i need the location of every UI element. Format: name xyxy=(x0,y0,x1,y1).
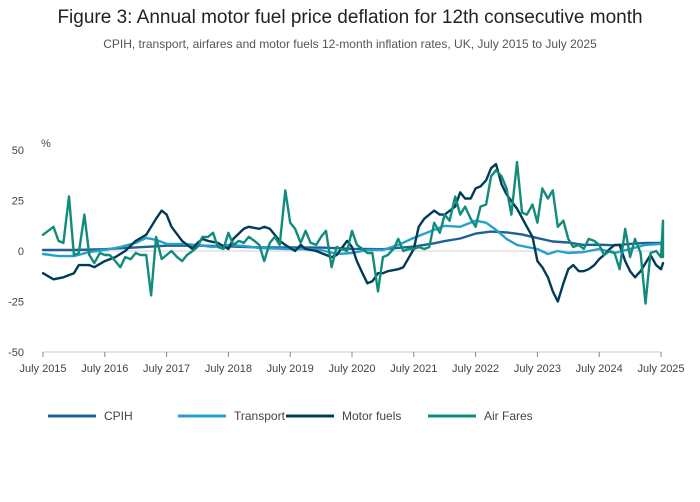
axes: % 50 25 0 -25 -50 July 2015 July 2016 July 2017 J… xyxy=(8,138,684,375)
y-tick-label: 25 xyxy=(12,196,24,208)
y-tick-label: -50 xyxy=(8,347,24,359)
y-axis-unit-label: % xyxy=(41,138,51,150)
x-tick-label: July 2018 xyxy=(205,363,252,375)
series-line-transport xyxy=(41,219,663,258)
y-tick-label: 0 xyxy=(18,246,24,258)
x-tick-label: July 2015 xyxy=(19,363,66,375)
series-lines xyxy=(41,160,665,305)
series-line-air-fares xyxy=(41,160,665,305)
chart-subtitle: CPIH, transport, airfares and motor fuel… xyxy=(103,37,597,51)
legend-label-transport: Transport xyxy=(234,409,286,423)
legend-label-cpih: CPIH xyxy=(104,409,133,423)
legend-label-motor-fuels: Motor fuels xyxy=(342,409,401,423)
x-tick-label: July 2023 xyxy=(514,363,561,375)
x-tick-label: July 2016 xyxy=(81,363,128,375)
x-tick-label: July 2024 xyxy=(576,363,623,375)
chart-title: Figure 3: Annual motor fuel price deflat… xyxy=(57,7,643,28)
x-tick-label: July 2021 xyxy=(390,363,437,375)
x-tick-label: July 2019 xyxy=(267,363,314,375)
x-tick-label: July 2022 xyxy=(452,363,499,375)
legend: CPIH Transport Motor fuels Air Fares xyxy=(48,409,533,423)
series-line-motor-fuels xyxy=(41,162,665,303)
y-tick-label: -25 xyxy=(8,297,24,309)
y-tick-label: 50 xyxy=(12,145,24,157)
x-tick-label: July 2017 xyxy=(143,363,190,375)
legend-label-air-fares: Air Fares xyxy=(484,409,533,423)
x-tick-label: July 2025 xyxy=(637,363,684,375)
x-tick-label: July 2020 xyxy=(328,363,375,375)
